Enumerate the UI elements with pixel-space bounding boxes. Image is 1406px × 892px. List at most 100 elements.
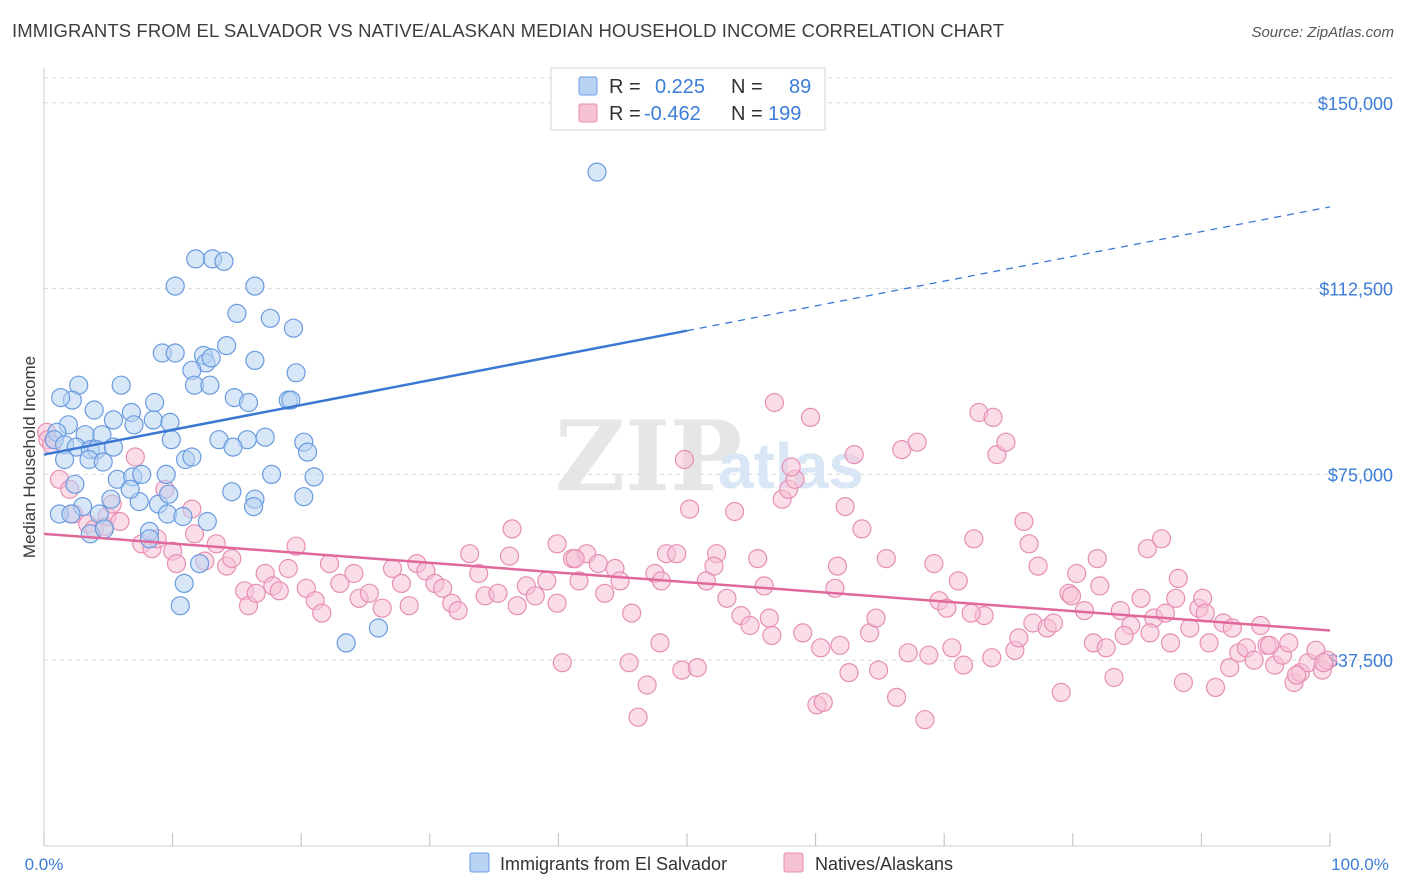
point-el-salvador: [103, 410, 124, 430]
point-el-salvador: [145, 392, 165, 413]
point-natives-alaskans: [759, 608, 779, 628]
bottom-legend: Immigrants from El Salvador Natives/Alas…: [469, 852, 953, 874]
point-natives-alaskans: [953, 655, 974, 675]
point-el-salvador: [174, 573, 194, 594]
point-el-salvador: [260, 308, 280, 328]
point-natives-alaskans: [125, 447, 145, 467]
point-natives-alaskans: [1279, 633, 1299, 653]
point-natives-alaskans: [919, 645, 939, 665]
point-natives-alaskans: [996, 432, 1016, 452]
point-natives-alaskans: [679, 499, 700, 519]
point-natives-alaskans: [1104, 667, 1124, 688]
point-natives-alaskans: [1160, 633, 1181, 653]
point-el-salvador: [94, 519, 115, 539]
point-natives-alaskans: [206, 534, 226, 554]
point-natives-alaskans: [278, 558, 298, 579]
point-natives-alaskans: [330, 573, 350, 594]
point-natives-alaskans: [1168, 568, 1188, 589]
point-natives-alaskans: [942, 638, 962, 658]
point-natives-alaskans: [499, 546, 520, 566]
point-el-salvador: [156, 464, 176, 484]
point-natives-alaskans: [892, 440, 912, 460]
point-el-salvador: [165, 276, 185, 296]
point-natives-alaskans: [650, 633, 670, 653]
legend-n-label-pink: N =: [731, 103, 763, 125]
point-el-salvador: [227, 303, 247, 323]
point-el-salvador: [170, 596, 190, 616]
point-natives-alaskans: [674, 449, 695, 470]
point-natives-alaskans: [565, 548, 585, 569]
point-natives-alaskans: [811, 638, 831, 658]
bottom-legend-swatch-pink: [783, 852, 804, 873]
point-el-salvador: [159, 484, 179, 504]
point-natives-alaskans: [552, 653, 572, 673]
point-natives-alaskans: [460, 544, 480, 564]
legend-swatch-pink: [578, 103, 598, 123]
point-natives-alaskans: [399, 596, 419, 616]
point-natives-alaskans: [982, 648, 1002, 668]
point-el-salvador: [201, 348, 221, 368]
point-natives-alaskans: [110, 511, 130, 532]
point-natives-alaskans: [525, 586, 545, 606]
point-el-salvador: [120, 479, 140, 499]
point-natives-alaskans: [622, 603, 642, 623]
point-natives-alaskans: [637, 675, 657, 695]
point-natives-alaskans: [1140, 623, 1160, 643]
point-natives-alaskans: [448, 600, 468, 621]
point-natives-alaskans: [1137, 539, 1158, 559]
legend-n-label-blue: N =: [731, 76, 763, 98]
chart-title: IMMIGRANTS FROM EL SALVADOR VS NATIVE/AL…: [12, 20, 1005, 41]
point-natives-alaskans: [724, 501, 745, 522]
point-natives-alaskans: [246, 583, 266, 603]
point-natives-alaskans: [628, 707, 648, 727]
point-el-salvador: [54, 449, 75, 470]
y-tick-label: $112,500: [1319, 280, 1393, 300]
point-el-salvador: [161, 430, 181, 450]
legend-n-value-blue: 89: [789, 76, 811, 98]
point-el-salvador: [84, 400, 104, 420]
point-natives-alaskans: [372, 598, 392, 618]
legend-r-label-blue: R =: [609, 76, 641, 98]
point-natives-alaskans: [907, 432, 927, 452]
point-natives-alaskans: [537, 571, 557, 591]
point-natives-alaskans: [312, 603, 332, 623]
bottom-legend-swatch-blue: [469, 852, 490, 873]
point-natives-alaskans: [868, 660, 889, 680]
point-natives-alaskans: [1043, 613, 1064, 633]
point-el-salvador: [93, 452, 113, 472]
point-el-salvador: [200, 375, 220, 395]
point-el-salvador: [124, 415, 144, 435]
point-el-salvador: [217, 336, 237, 356]
point-el-salvador: [238, 392, 259, 413]
point-natives-alaskans: [983, 407, 1003, 427]
point-natives-alaskans: [433, 578, 453, 598]
point-el-salvador: [244, 497, 264, 517]
point-natives-alaskans: [1114, 625, 1134, 646]
point-natives-alaskans: [1087, 548, 1107, 569]
legend-swatch-blue: [578, 76, 598, 96]
point-natives-alaskans: [696, 571, 716, 591]
trend-line-natives-alaskans: [43, 532, 1331, 632]
point-el-salvador: [294, 487, 314, 507]
point-natives-alaskans: [184, 524, 205, 544]
point-natives-alaskans: [835, 497, 855, 517]
point-natives-alaskans: [222, 548, 242, 569]
point-el-salvador: [336, 633, 356, 653]
point-natives-alaskans: [764, 392, 785, 413]
point-natives-alaskans: [762, 625, 782, 646]
point-natives-alaskans: [827, 556, 848, 576]
point-natives-alaskans: [569, 571, 589, 591]
point-el-salvador: [281, 390, 301, 410]
point-natives-alaskans: [704, 556, 724, 576]
point-el-salvador: [61, 504, 81, 524]
point-natives-alaskans: [924, 553, 944, 574]
point-natives-alaskans: [507, 596, 527, 616]
x-axis-ticks: [43, 833, 1331, 846]
point-natives-alaskans: [1151, 529, 1172, 549]
point-el-salvador: [143, 410, 163, 430]
point-natives-alaskans: [1009, 628, 1029, 648]
point-el-salvador: [368, 618, 388, 638]
point-natives-alaskans: [915, 710, 935, 730]
point-natives-alaskans: [1061, 586, 1082, 606]
point-el-salvador: [139, 529, 160, 549]
